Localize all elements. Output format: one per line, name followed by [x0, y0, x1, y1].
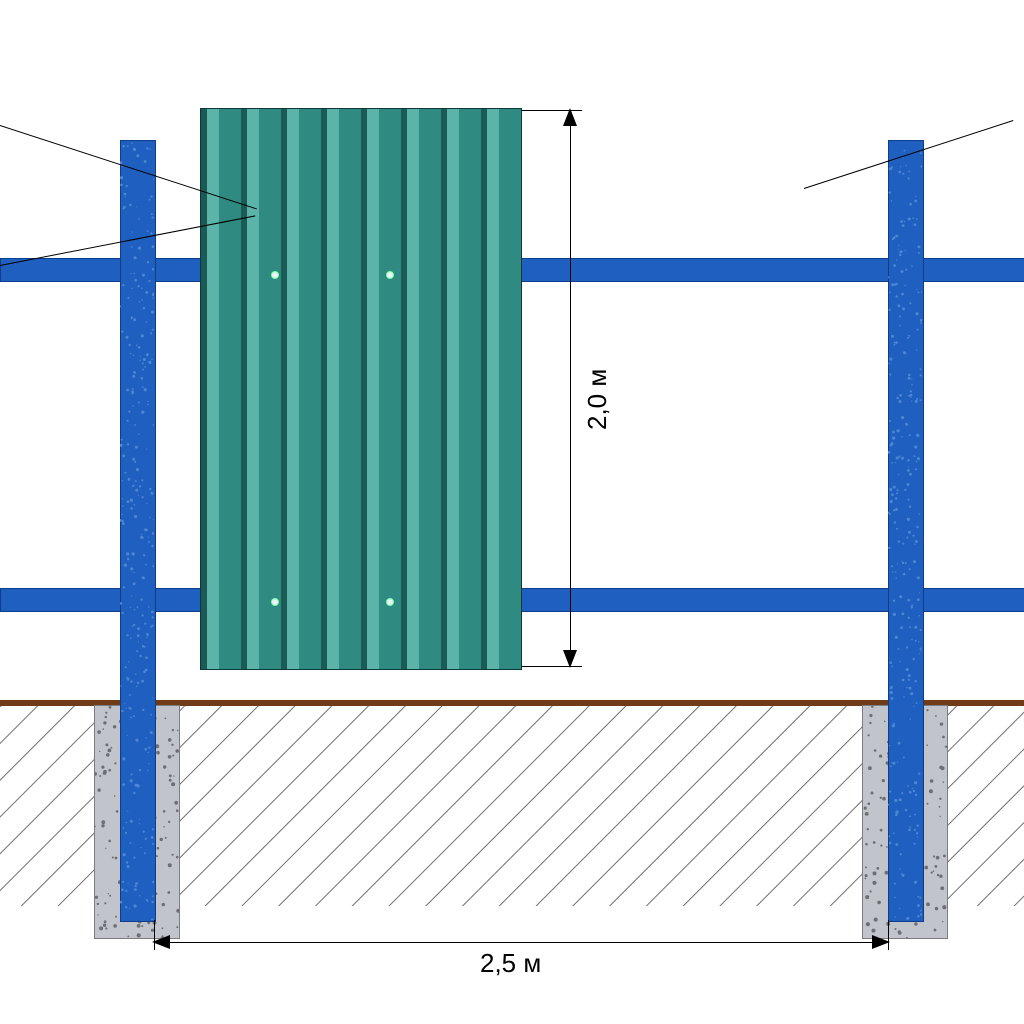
panel-screw [387, 272, 393, 278]
post-speckle-left [120, 140, 154, 920]
dim-span-ext-left [154, 920, 155, 950]
corrugated-panel [200, 108, 522, 670]
dim-span-ext-right [888, 920, 889, 950]
dim-height-ext-top [522, 110, 582, 111]
dim-span-line [156, 942, 886, 943]
fence-diagram: { "diagram": { "type": "engineering-sect… [0, 0, 1024, 1024]
panel-screw [272, 599, 278, 605]
dim-height-line [570, 112, 571, 665]
dim-height-ext-bot [522, 666, 582, 667]
dim-height-label: 2,0 м [582, 369, 613, 430]
panel-screw [272, 272, 278, 278]
panel-screw [387, 599, 393, 605]
post-speckle-right [888, 140, 922, 920]
dim-span-label: 2,5 м [480, 948, 541, 979]
